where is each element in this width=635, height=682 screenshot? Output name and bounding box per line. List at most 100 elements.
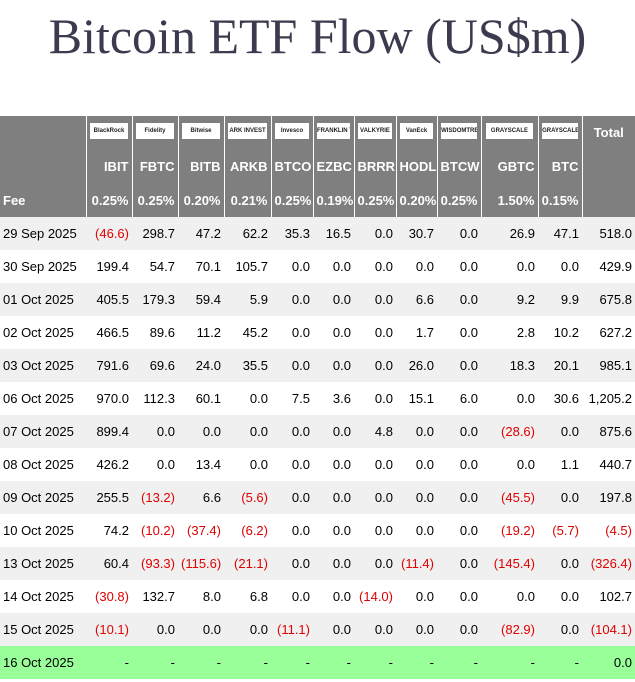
flow-cell: 0.0	[437, 415, 481, 448]
flow-cell: 0.0	[249, 457, 268, 472]
flow-cell: 0.0	[437, 217, 481, 250]
flow-cell: 1.7	[415, 325, 434, 340]
flow-cell: 0.0	[396, 613, 437, 646]
flow-cell: (6.2)	[241, 523, 268, 538]
date-cell: 13 Oct 2025	[0, 547, 86, 580]
flow-cell: 0.0	[271, 349, 313, 382]
flow-cell: 9.2	[481, 283, 538, 316]
flow-cell: 199.4	[96, 259, 129, 274]
flow-row: 03 Oct 2025 791.6 69.6 24.0 35.5 0.0 0.0 0.0 26.…	[0, 349, 635, 382]
fee-cell: 0.19%	[312, 184, 354, 217]
flow-cell: 0.0	[459, 523, 478, 538]
total-cell: 627.2	[599, 325, 632, 340]
flow-cell: (10.1)	[86, 613, 132, 646]
flow-cell: 0.0	[538, 481, 582, 514]
flow-cell: 0.0	[178, 415, 224, 448]
date-cell: 03 Oct 2025	[0, 349, 86, 382]
flow-cell: 0.0	[132, 613, 178, 646]
flow-row: 09 Oct 2025 255.5 (13.2) 6.6 (5.6) 0.0 0.0 0.0 0…	[0, 481, 635, 514]
flow-cell: (82.9)	[481, 613, 538, 646]
flow-cell: -	[538, 646, 582, 679]
flow-cell: 10.2	[553, 325, 579, 340]
total-cell: 0.0	[582, 646, 635, 679]
flow-cell: 0.0	[538, 547, 582, 580]
ticker-cell: GBTC	[480, 149, 538, 184]
fee-cell: 0.20%	[177, 184, 224, 217]
flow-cell: (93.3)	[132, 547, 178, 580]
flow-cell: 466.5	[96, 325, 129, 340]
fee-cell: 0.21%	[223, 184, 271, 217]
issuer-logo: VanEck	[399, 123, 434, 139]
flow-cell: 0.0	[374, 523, 393, 538]
flow-cell: 8.0	[202, 589, 221, 604]
flow-cell: 0.0	[374, 391, 393, 406]
fee-cell: 0.25%	[270, 184, 313, 217]
issuer-cell: ARK INVEST	[223, 116, 271, 149]
flow-cell: 970.0	[96, 391, 129, 406]
flow-cell: 791.6	[86, 349, 132, 382]
flow-cell: 0.0	[560, 589, 579, 604]
issuer-cell: VanEck	[395, 116, 437, 149]
flow-cell: 16.5	[313, 217, 354, 250]
flow-row: 16 Oct 2025- - - - - - - - - - -0.0	[0, 646, 635, 679]
flow-cell: (11.4)	[396, 547, 437, 580]
flow-cell: 0.0	[415, 259, 434, 274]
flow-cell: (21.1)	[224, 547, 271, 580]
ticker-cell: BTC	[537, 149, 582, 184]
flow-cell: 6.8	[249, 589, 268, 604]
flow-cell: 0.0	[291, 523, 310, 538]
date-cell: 15 Oct 2025	[0, 613, 86, 646]
flow-cell: 6.0	[459, 391, 478, 406]
flow-cell: (145.4)	[481, 547, 538, 580]
ticker-cell: BTCO	[270, 149, 313, 184]
flow-cell: 0.0	[459, 325, 478, 340]
flow-row: 30 Sep 2025 199.4 54.7 70.1 105.7 0.0 0.0 0.0 0.…	[0, 250, 635, 283]
flow-cell: 0.0	[459, 457, 478, 472]
blank-cell	[581, 149, 635, 184]
flow-cell: 45.2	[242, 325, 268, 340]
flow-cell: 9.9	[538, 283, 582, 316]
fee-cell: 0.25%	[436, 184, 481, 217]
flow-row: 08 Oct 2025 426.2 0.0 13.4 0.0 0.0 0.0 0.0 0.0 0.…	[0, 448, 635, 481]
flow-cell: 112.3	[143, 391, 175, 406]
flow-row: 29 Sep 2025 (46.6) 298.7 47.2 62.2 35.3 16.5 0.…	[0, 217, 635, 250]
flow-cell: 26.0	[396, 349, 437, 382]
flow-cell: 426.2	[96, 457, 129, 472]
total-cell: 197.8	[582, 481, 635, 514]
flow-cell: 0.0	[271, 547, 313, 580]
total-cell: (326.4)	[582, 547, 635, 580]
date-cell: 30 Sep 2025	[3, 259, 77, 274]
flow-cell: 69.6	[132, 349, 178, 382]
flow-cell: 89.6	[149, 325, 175, 340]
flow-cell: 0.0	[415, 457, 434, 472]
flow-cell: 0.0	[332, 457, 351, 472]
flow-cell: 0.0	[396, 415, 437, 448]
flow-cell: 105.7	[235, 259, 268, 274]
flow-cell: 405.5	[86, 283, 132, 316]
total-header: Total	[581, 116, 635, 149]
issuer-logo: BlackRock	[90, 123, 128, 139]
ticker-cell: BTCW	[436, 149, 481, 184]
flow-cell: 54.7	[149, 259, 175, 274]
flow-cell: 0.0	[415, 523, 434, 538]
issuer-cell: Fidelity	[131, 116, 178, 149]
issuer-logo: ARK INVEST	[228, 123, 267, 139]
date-cell: 14 Oct 2025	[3, 589, 74, 604]
flow-cell: 0.0	[132, 415, 178, 448]
total-cell: 985.1	[582, 349, 635, 382]
issuer-logo: Fidelity	[136, 123, 174, 139]
flow-cell: -	[437, 646, 481, 679]
total-cell: 440.7	[599, 457, 632, 472]
flow-cell: 0.0	[437, 349, 481, 382]
date-cell: 09 Oct 2025	[0, 481, 86, 514]
flow-cell: (30.8)	[95, 589, 129, 604]
flow-cell: -	[481, 646, 538, 679]
flow-cell: 35.5	[224, 349, 271, 382]
flow-cell: 0.0	[516, 589, 535, 604]
flow-cell: 0.0	[516, 457, 535, 472]
flow-cell: 0.0	[437, 613, 481, 646]
issuer-cell: VALKYRIE	[353, 116, 396, 149]
fee-cell: 0.20%	[395, 184, 437, 217]
flow-cell: 11.2	[196, 325, 221, 340]
